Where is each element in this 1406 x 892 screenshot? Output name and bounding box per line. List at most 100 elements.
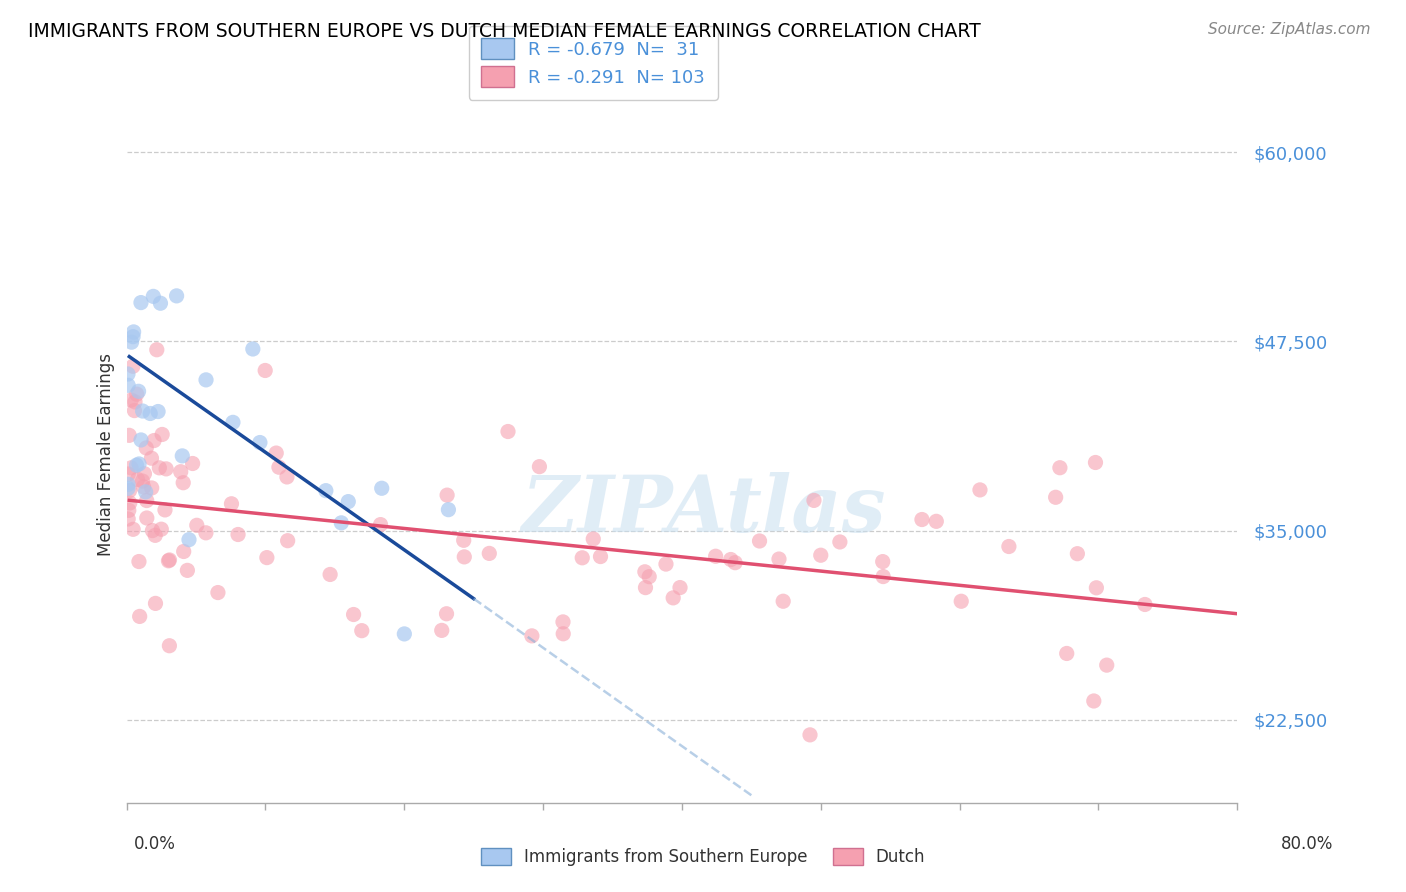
- Point: [135, 493, 157, 508]
- Point: [139, 407, 162, 421]
- Point: [256, 550, 278, 565]
- Point: [118, 496, 141, 510]
- Point: [582, 532, 605, 546]
- Point: [1133, 598, 1156, 612]
- Point: [207, 585, 229, 599]
- Point: [172, 475, 194, 490]
- Point: [122, 522, 145, 536]
- Point: [117, 378, 139, 392]
- Point: [143, 528, 166, 542]
- Point: [145, 596, 167, 610]
- Point: [221, 497, 243, 511]
- Point: [925, 514, 948, 528]
- Point: [768, 552, 790, 566]
- Point: [634, 565, 657, 579]
- Point: [748, 533, 770, 548]
- Point: [120, 392, 142, 407]
- Point: [117, 481, 139, 495]
- Point: [170, 465, 193, 479]
- Point: [950, 594, 973, 608]
- Text: Source: ZipAtlas.com: Source: ZipAtlas.com: [1208, 22, 1371, 37]
- Point: [157, 554, 180, 568]
- Point: [1083, 694, 1105, 708]
- Point: [267, 460, 290, 475]
- Point: [122, 359, 145, 374]
- Point: [337, 494, 360, 508]
- Point: [998, 540, 1021, 554]
- Point: [186, 518, 208, 533]
- Point: [436, 488, 458, 502]
- Point: [529, 459, 551, 474]
- Point: [803, 493, 825, 508]
- Point: [122, 325, 145, 339]
- Legend: R = -0.679  N=  31, R = -0.291  N= 103: R = -0.679 N= 31, R = -0.291 N= 103: [468, 26, 717, 100]
- Point: [371, 481, 394, 495]
- Point: [370, 517, 392, 532]
- Point: [720, 552, 742, 566]
- Point: [159, 553, 181, 567]
- Point: [638, 570, 661, 584]
- Point: [117, 512, 139, 526]
- Point: [128, 555, 150, 569]
- Point: [342, 607, 364, 622]
- Point: [872, 569, 894, 583]
- Point: [724, 556, 747, 570]
- Y-axis label: Median Female Earnings: Median Female Earnings: [97, 353, 115, 557]
- Point: [128, 384, 150, 399]
- Point: [148, 460, 170, 475]
- Point: [173, 544, 195, 558]
- Point: [118, 428, 141, 442]
- Point: [772, 594, 794, 608]
- Point: [176, 563, 198, 577]
- Point: [436, 607, 458, 621]
- Point: [125, 458, 148, 473]
- Point: [242, 342, 264, 356]
- Point: [911, 512, 934, 526]
- Point: [394, 627, 416, 641]
- Point: [277, 533, 299, 548]
- Point: [131, 404, 153, 418]
- Point: [177, 533, 200, 547]
- Point: [1045, 490, 1067, 504]
- Point: [127, 472, 149, 486]
- Point: [520, 629, 543, 643]
- Point: [330, 516, 353, 530]
- Point: [150, 427, 173, 442]
- Point: [166, 289, 188, 303]
- Point: [634, 581, 657, 595]
- Point: [129, 433, 152, 447]
- Point: [828, 535, 851, 549]
- Point: [124, 395, 146, 409]
- Point: [120, 461, 142, 475]
- Point: [118, 483, 141, 498]
- Text: ZIPAtlas: ZIPAtlas: [522, 473, 886, 549]
- Point: [195, 373, 218, 387]
- Point: [129, 295, 152, 310]
- Point: [146, 343, 169, 357]
- Point: [276, 470, 298, 484]
- Point: [662, 591, 685, 605]
- Point: [1056, 647, 1078, 661]
- Point: [704, 549, 727, 564]
- Point: [669, 581, 692, 595]
- Point: [315, 483, 337, 498]
- Point: [226, 527, 249, 541]
- Point: [1084, 455, 1107, 469]
- Point: [121, 335, 143, 350]
- Point: [264, 446, 287, 460]
- Point: [969, 483, 991, 497]
- Point: [254, 363, 277, 377]
- Text: 80.0%: 80.0%: [1281, 835, 1333, 853]
- Point: [141, 524, 163, 538]
- Point: [453, 549, 475, 564]
- Point: [141, 451, 163, 466]
- Point: [118, 503, 141, 517]
- Point: [194, 525, 217, 540]
- Text: 0.0%: 0.0%: [134, 835, 176, 853]
- Point: [249, 435, 271, 450]
- Point: [128, 457, 150, 471]
- Point: [146, 404, 169, 418]
- Point: [172, 449, 194, 463]
- Point: [319, 567, 342, 582]
- Point: [1085, 581, 1108, 595]
